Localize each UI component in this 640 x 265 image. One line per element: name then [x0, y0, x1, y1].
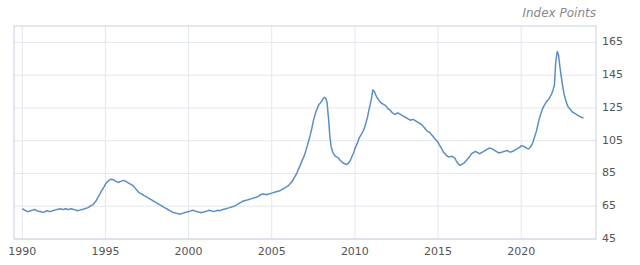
y-tick-label: 145 [602, 68, 623, 81]
x-tick-label: 1990 [8, 245, 36, 258]
y-tick-label: 105 [602, 134, 623, 147]
y-grid-line [14, 206, 596, 207]
y-grid-line [14, 173, 596, 174]
y-tick-label: 165 [602, 35, 623, 48]
y-tick-label: 85 [602, 166, 616, 179]
grid [14, 26, 596, 239]
chart: 45 65 85 105 125 145 165 1990 1995 2000 2005 2010 20… [0, 0, 640, 265]
x-tick-label: 2020 [507, 245, 535, 258]
y-grid-line [14, 140, 596, 141]
x-grid-line [521, 26, 522, 239]
x-tick-label: 1995 [91, 245, 119, 258]
x-tick-label: 2005 [258, 245, 286, 258]
x-grid-line [271, 26, 272, 239]
x-grid-line [188, 26, 189, 239]
y-grid-line [14, 42, 596, 43]
plot-background [14, 26, 596, 239]
x-grid-line [438, 26, 439, 239]
y-tick-label: 45 [602, 232, 616, 245]
x-tick-label: 2010 [341, 245, 369, 258]
x-grid-line [105, 26, 106, 239]
x-tick-label: 2000 [175, 245, 203, 258]
title: Index Points [522, 6, 596, 20]
y-tick-label: 65 [602, 199, 616, 212]
x-grid-line [22, 26, 23, 239]
y-grid-line [14, 75, 596, 76]
x-tick-label: 2015 [424, 245, 452, 258]
x-grid-line [354, 26, 355, 239]
series-group [22, 51, 583, 214]
plot-frame [14, 26, 596, 239]
line [22, 51, 583, 214]
y-grid-line [14, 107, 596, 108]
y-tick-label: 125 [602, 101, 623, 114]
